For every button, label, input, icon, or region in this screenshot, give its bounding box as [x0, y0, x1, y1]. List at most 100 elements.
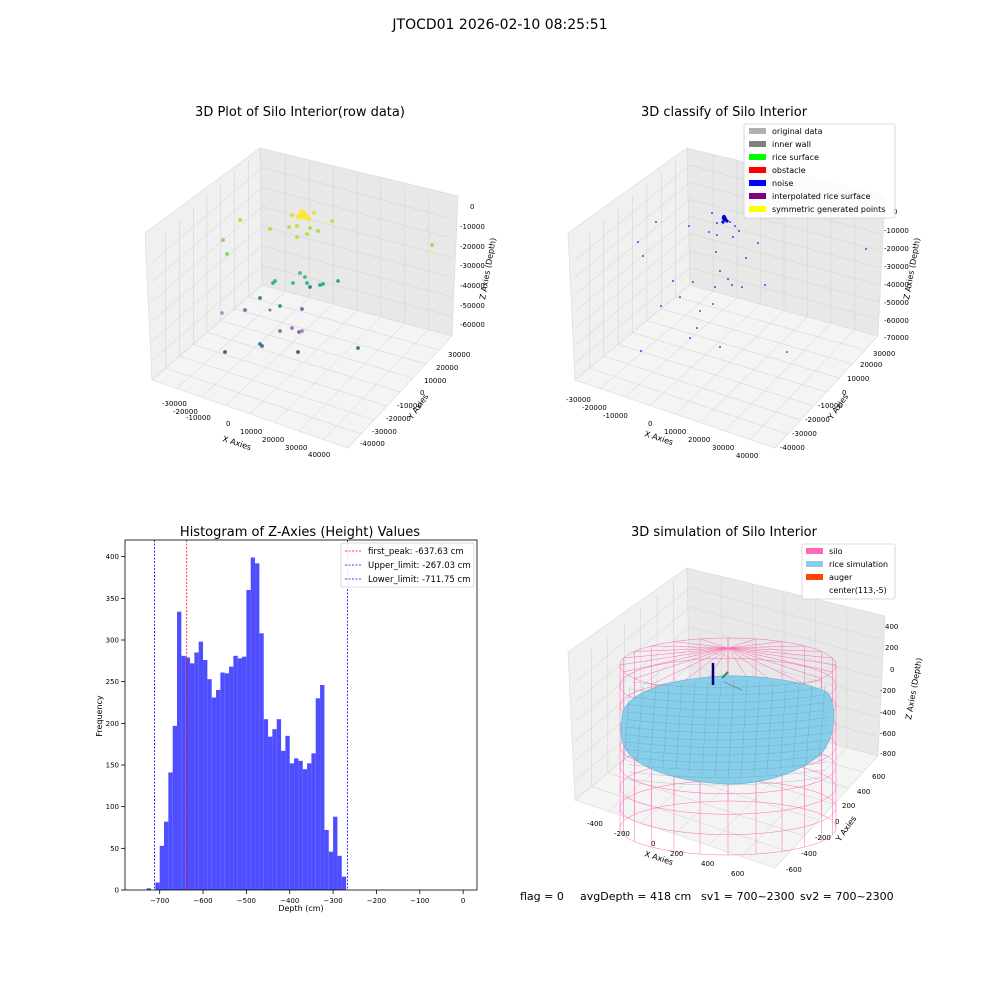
rice-mesh-line	[714, 680, 722, 778]
classify-y-tick: -40000	[780, 444, 805, 452]
histogram-bar	[272, 729, 277, 890]
y-tick-label: 50	[110, 845, 119, 853]
scatter-point	[716, 222, 718, 224]
raw-x-axis-label: X Axies	[221, 434, 252, 452]
classify-x-tick: 30000	[712, 444, 734, 452]
gridline	[574, 646, 879, 742]
raw-z-tick: -40000	[460, 282, 485, 290]
rice-mesh-line	[632, 679, 822, 688]
histogram-bar	[311, 753, 316, 890]
classify-y-tick: 10000	[847, 375, 869, 383]
gridline	[632, 332, 827, 393]
histogram-reference-lines	[154, 540, 348, 890]
scatter-point	[716, 234, 718, 236]
raw-z-tick: -50000	[460, 302, 485, 310]
histogram-x-axis-label: Depth (cm)	[278, 904, 323, 913]
classify-data-points	[637, 212, 867, 353]
simulation-x-tick: -200	[614, 830, 630, 838]
gridline	[151, 226, 453, 322]
rice-mesh-line	[818, 685, 826, 763]
silo-roof-strut	[727, 647, 822, 679]
scatter-point	[721, 217, 728, 222]
scatter-point	[295, 224, 299, 228]
scatter-point	[719, 346, 721, 348]
x-tick-label: −100	[410, 897, 429, 905]
histogram-bar	[259, 633, 264, 890]
scatter-point	[640, 350, 642, 352]
histogram-bar	[207, 679, 212, 890]
histogram-bar	[159, 845, 165, 890]
scatter-point	[786, 351, 788, 353]
classify-y-tick: -30000	[792, 430, 817, 438]
raw-data-points	[220, 209, 434, 354]
scatter-point	[679, 296, 681, 298]
histogram-bar	[190, 663, 195, 890]
histogram-bar	[246, 590, 251, 890]
gridline	[603, 356, 801, 421]
scatter-point	[225, 252, 229, 256]
scatter-point	[738, 230, 740, 232]
rice-mesh-line	[627, 754, 827, 763]
legend-label: rice surface	[772, 153, 819, 162]
gridline	[234, 308, 427, 365]
silo-roof-strut	[727, 647, 833, 659]
silo-roof-strut	[634, 647, 729, 679]
classify-y-tick: 30000	[873, 350, 895, 358]
raw-y-tick: -10000	[397, 402, 422, 410]
scatter-point	[745, 257, 747, 259]
scatter-point	[300, 329, 304, 333]
x-tick-label: −300	[323, 897, 342, 905]
silo-roof-strut	[727, 641, 783, 649]
gridline	[206, 332, 401, 393]
histogram-bar	[328, 851, 334, 890]
raw-y-tick: -30000	[372, 428, 397, 436]
x-tick-label: −700	[150, 897, 169, 905]
legend-label: silo	[829, 547, 843, 556]
histogram-bar	[164, 821, 169, 890]
scatter-point	[356, 346, 360, 350]
classify-y-tick: -20000	[805, 416, 830, 424]
gridline	[151, 245, 453, 342]
simulation-y-tick: 0	[835, 818, 839, 826]
legend-swatch-interpolated-rice-surface	[749, 193, 766, 199]
histogram-bar	[324, 830, 329, 890]
simulation-y-tick: -600	[786, 866, 802, 874]
gridline	[179, 356, 375, 421]
raw-x-tick: -10000	[186, 414, 211, 422]
legend-swatch-symmetric-generated-points	[749, 206, 766, 212]
classify-x-tick: 0	[648, 420, 652, 428]
histogram-bar	[181, 655, 186, 890]
scatter-point	[714, 286, 716, 288]
raw-x-tick: -30000	[162, 400, 187, 408]
rice-mesh-line	[740, 680, 748, 778]
scatter-point	[321, 282, 325, 286]
histogram-bar	[229, 666, 234, 890]
scatter-point	[637, 241, 639, 243]
histogram-bar	[216, 690, 221, 890]
histogram-bar	[185, 657, 191, 890]
simulation-z-tick: -400	[880, 709, 896, 717]
classify-x-tick: -20000	[582, 404, 607, 412]
gridline	[151, 167, 453, 263]
rice-mesh-line	[631, 777, 823, 786]
scatter-point	[238, 218, 242, 222]
legend-swatch-inner-wall	[749, 141, 766, 147]
raw-x-tick: 40000	[308, 451, 330, 459]
histogram-bar	[242, 656, 247, 890]
raw-z-tick: -60000	[460, 321, 485, 329]
raw-y-tick: -40000	[360, 440, 385, 448]
classify-z-tick: -40000	[884, 281, 909, 289]
silo-roof-strut	[651, 645, 729, 649]
simulation-y-tick: 600	[872, 773, 885, 781]
histogram-bar	[268, 736, 273, 890]
scatter-point	[220, 311, 224, 315]
simulation-x-tick: -400	[587, 820, 603, 828]
scatter-point	[708, 231, 710, 233]
scatter-point	[278, 304, 282, 308]
histogram-bar	[333, 816, 338, 890]
rice-mesh-line	[626, 717, 828, 726]
simulation-y-ticks: -600 -400 -200 0 200 400 600	[786, 773, 885, 874]
rice-mesh-line	[792, 683, 800, 768]
raw-z-tick: -10000	[460, 223, 485, 231]
legend-swatch-center	[806, 587, 823, 593]
